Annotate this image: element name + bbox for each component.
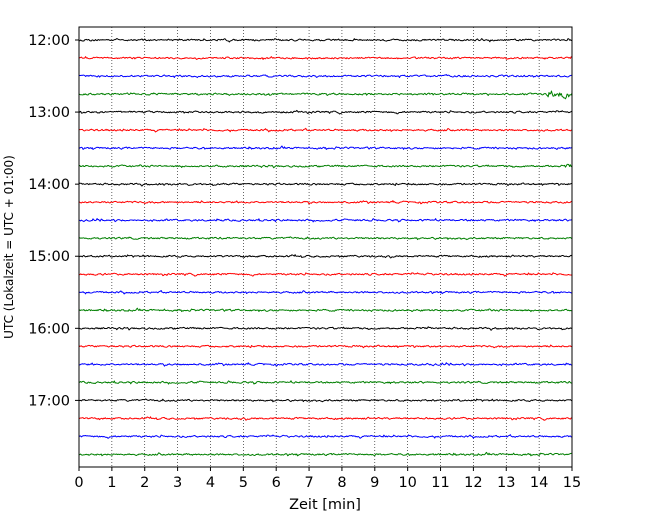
x-tick-label: 0: [74, 475, 83, 491]
x-tick-label: 9: [370, 475, 379, 491]
seismic-trace: [78, 307, 573, 313]
x-tick-label: 15: [563, 475, 581, 491]
seismic-trace: [78, 145, 573, 150]
seismic-trace: [78, 218, 573, 223]
seismic-trace: [78, 90, 573, 100]
x-tick-label: 14: [530, 475, 548, 491]
y-axis-label: UTC (Lokalzeit = UTC + 01:00): [2, 155, 16, 339]
y-tick-label: 13:00: [28, 105, 70, 121]
x-tick-label: 3: [173, 475, 182, 491]
trace-layer: [78, 38, 573, 457]
seismic-trace: [78, 74, 573, 79]
seismic-trace: [78, 56, 573, 60]
x-tick-label: 1: [107, 475, 116, 491]
x-axis-ticks: 0 1 2 3 4 5 6 7 8 9 10 11 12 13 14 15: [74, 467, 581, 491]
x-tick-label: 10: [398, 475, 416, 491]
x-tick-label: 6: [272, 475, 281, 491]
x-tick-label: 13: [497, 475, 515, 491]
seismic-trace: [79, 38, 573, 43]
seismic-trace: [78, 290, 573, 295]
seismic-trace: [78, 109, 573, 115]
seismic-trace: [78, 451, 573, 457]
y-tick-label: 15:00: [28, 249, 70, 265]
seismic-trace: [78, 434, 573, 439]
seismic-trace: [78, 200, 573, 205]
seismic-trace: [78, 127, 573, 133]
seismic-trace: [78, 182, 573, 187]
y-tick-label: 17:00: [28, 393, 70, 409]
plot-frame: [78, 26, 573, 468]
seismic-trace: [78, 272, 573, 277]
x-axis-label: Zeit [min]: [289, 497, 361, 513]
seismic-trace: [78, 362, 573, 367]
x-tick-label: 4: [206, 475, 215, 491]
seismic-trace: [78, 326, 573, 331]
seismic-trace: [78, 163, 573, 169]
y-tick-label: 12:00: [28, 33, 70, 49]
x-tick-label: 2: [140, 475, 149, 491]
y-axis-ticks: 12:00 13:00 14:00 15:00 16:00 17:00: [28, 33, 79, 409]
seismic-trace: [78, 344, 573, 349]
y-tick-label: 16:00: [28, 321, 70, 337]
seismic-trace: [78, 416, 573, 421]
seismic-trace: [78, 398, 573, 403]
x-tick-label: 12: [464, 475, 482, 491]
x-tick-label: 5: [239, 475, 248, 491]
seismic-trace: [78, 236, 573, 241]
x-tick-label: 11: [431, 475, 449, 491]
x-tick-label: 8: [337, 475, 346, 491]
seismic-trace: [78, 254, 573, 259]
seismic-trace: [78, 380, 573, 385]
y-tick-label: 14:00: [28, 177, 70, 193]
x-tick-label: 7: [304, 475, 313, 491]
